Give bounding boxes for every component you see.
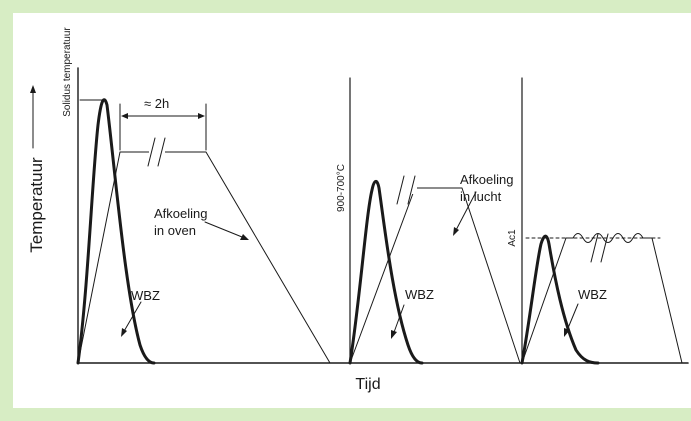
- process-curve-3: [521, 233, 683, 364]
- wbz-curve-2: [348, 180, 424, 365]
- pointer-wbz-1-head: [121, 328, 127, 337]
- cooling-air-label-1: Afkoeling: [460, 172, 513, 187]
- wbz-curve-3: [520, 234, 600, 365]
- cooling-oven-label-2: in oven: [154, 223, 196, 238]
- wbz-label-1: WBZ: [131, 288, 160, 303]
- pointer-wbz-3: [565, 303, 579, 334]
- wbz-label-3: WBZ: [578, 287, 607, 302]
- pointer-oven: [204, 221, 248, 240]
- wbz-curve-1: [76, 98, 156, 365]
- break-mark-1a: [147, 137, 156, 167]
- break-mark-2b: [407, 175, 416, 205]
- pointer-air: [454, 191, 477, 233]
- cooling-air-label-2: in lucht: [460, 189, 502, 204]
- pointer-wbz-2-head: [391, 330, 397, 339]
- pointer-air-head: [453, 227, 459, 236]
- break-mark-3b: [600, 233, 609, 263]
- break-gap-2: [401, 182, 417, 194]
- duration-arrow-left: [121, 113, 128, 119]
- pointer-wbz-1: [122, 301, 142, 334]
- duration-arrow-right: [198, 113, 205, 119]
- wbz-label-2: WBZ: [405, 287, 434, 302]
- break-gap-3: [594, 243, 610, 255]
- duration-label: ≈ 2h: [144, 96, 169, 111]
- pointer-oven-head: [240, 234, 249, 240]
- cooling-oven-label-1: Afkoeling: [154, 206, 207, 221]
- y-axis-label: Temperatuur: [27, 157, 46, 253]
- y-axis-arrow-head: [30, 85, 36, 93]
- pointer-wbz-2: [392, 304, 405, 336]
- x-axis-label: Tijd: [355, 376, 380, 393]
- solidus-label: Solidus temperatuur: [62, 27, 73, 117]
- process-curve-2: [349, 187, 521, 364]
- break-mark-1b: [157, 137, 166, 167]
- break-mark-2a: [396, 175, 405, 205]
- pointer-wbz-3-head: [564, 328, 570, 337]
- ac1-label: Ac1: [507, 229, 518, 247]
- break-mark-3a: [590, 233, 599, 263]
- range-900-700-label: 900-700°C: [336, 164, 347, 212]
